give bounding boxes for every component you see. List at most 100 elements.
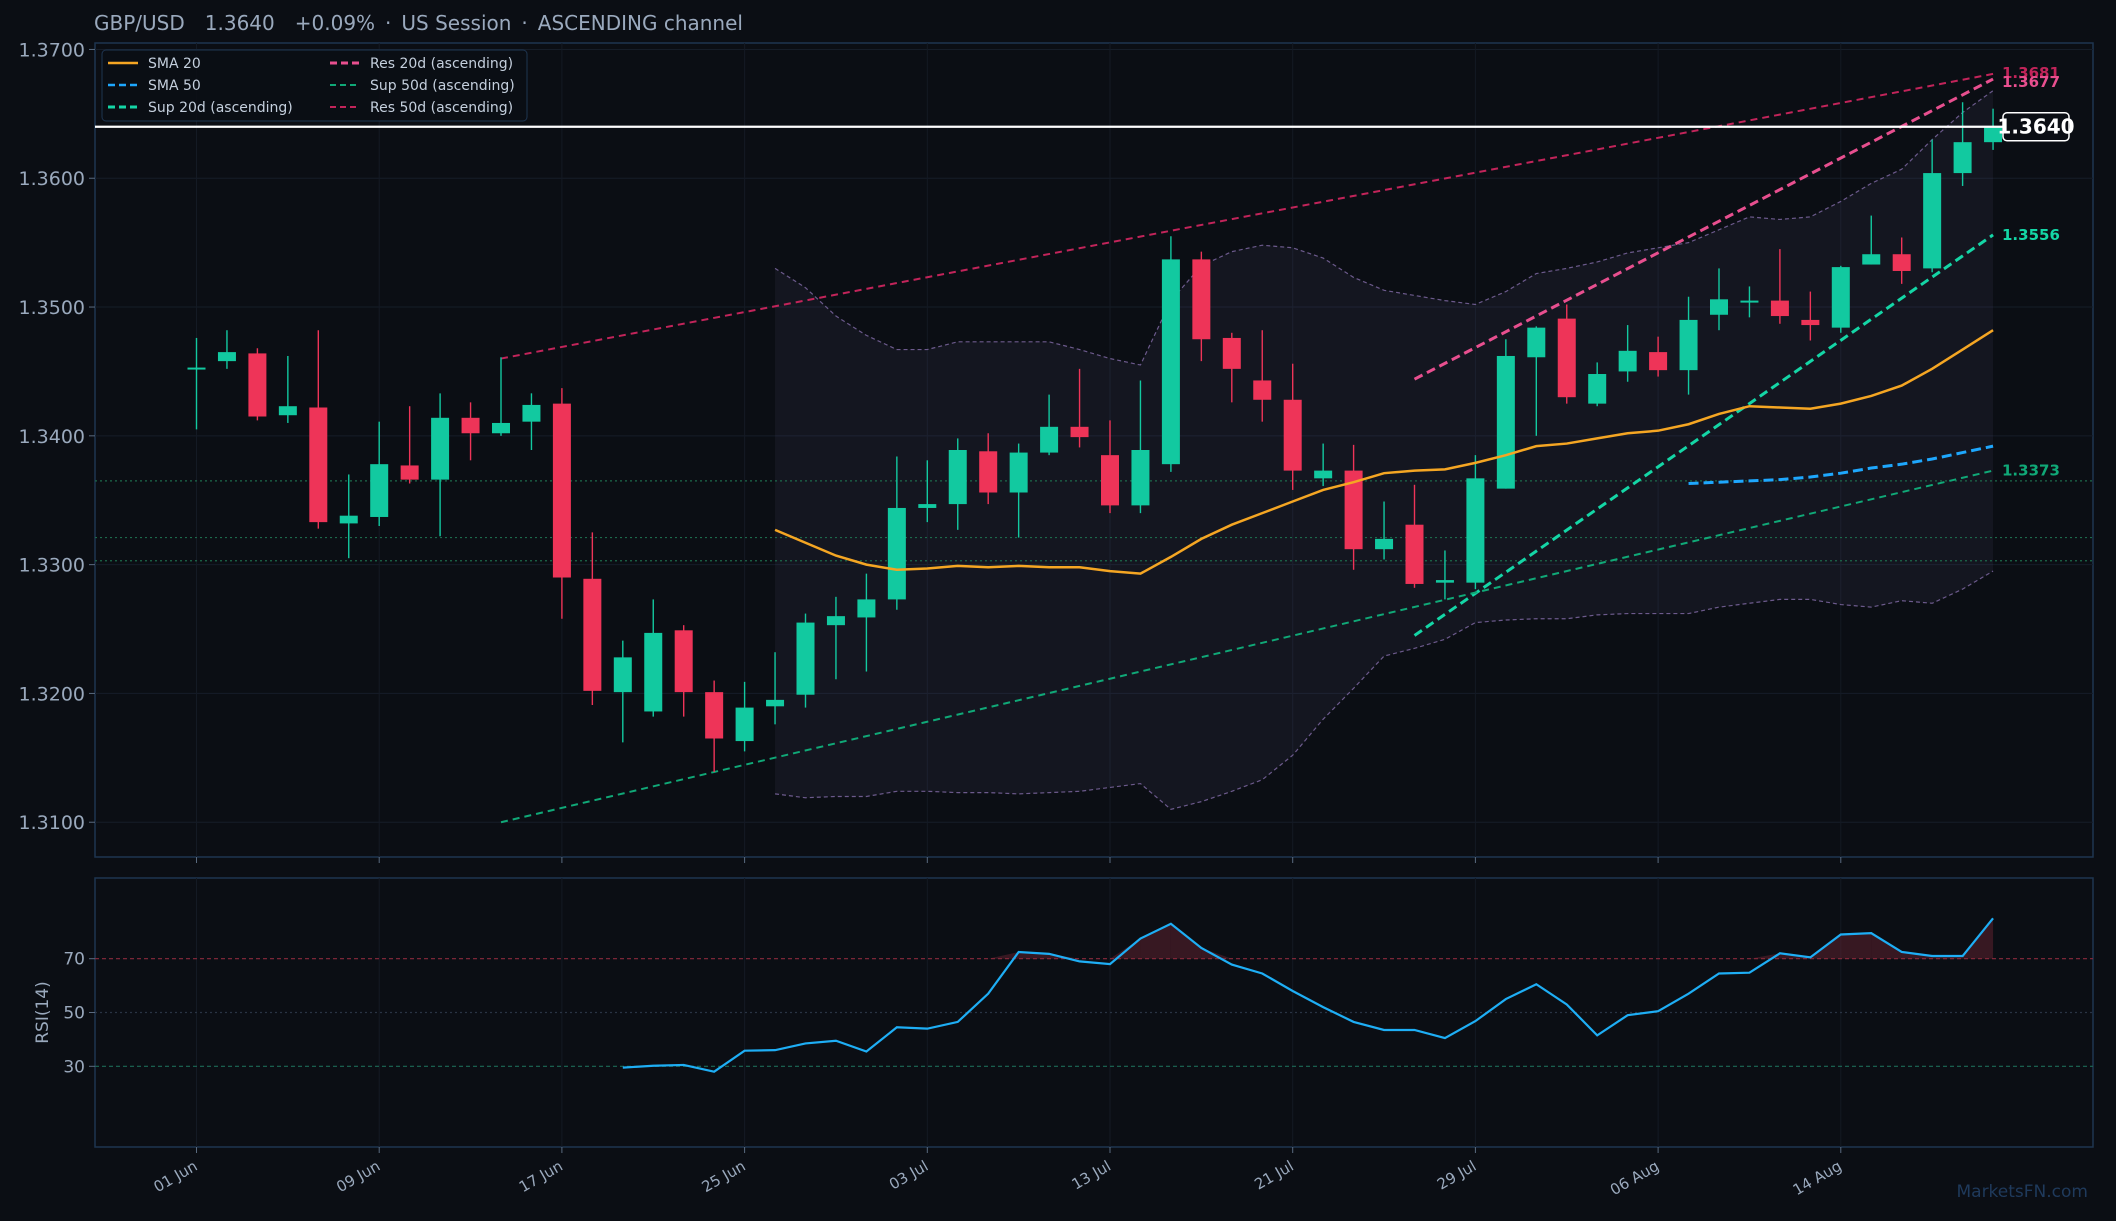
rsi-overbought-fill xyxy=(1201,947,1232,959)
trendline xyxy=(1413,233,1994,637)
candle-body xyxy=(1618,350,1637,372)
candle-body xyxy=(1405,524,1424,584)
x-tick-label: 21 Jul xyxy=(1251,1157,1296,1194)
legend-label: SMA 50 xyxy=(148,78,201,94)
rsi-y-tick-label: 50 xyxy=(63,1004,85,1024)
rsi-panel xyxy=(94,877,2094,1148)
rsi-overbought-fill xyxy=(1110,938,1141,959)
trendline-price-label: 1.3556 xyxy=(2002,226,2060,244)
bollinger-bands xyxy=(774,90,1994,811)
rsi-y-tick-label: 70 xyxy=(63,950,85,970)
candle-body xyxy=(887,507,906,600)
candle-body xyxy=(1710,299,1728,315)
legend-box xyxy=(101,49,528,122)
candle-body xyxy=(1344,470,1363,550)
candle-body xyxy=(400,465,419,480)
trendline-price-label: 1.3681 xyxy=(2002,64,2060,82)
rsi-axis-label: RSI(14) xyxy=(33,981,53,1044)
moving-averages xyxy=(774,329,1994,575)
candle-body xyxy=(1862,254,1881,265)
bollinger-lower xyxy=(774,570,1994,811)
price-axis: 1.3100 1.3200 1.3300 1.3400 1.3500 1.3600 1.37… xyxy=(19,39,95,834)
price-panel xyxy=(94,42,2094,858)
header-price: 1.3640 xyxy=(205,11,275,35)
candle-body xyxy=(766,699,785,707)
x-tick-label: 13 Jul xyxy=(1069,1157,1114,1194)
candle-body xyxy=(583,578,602,691)
candle-body xyxy=(1679,319,1698,371)
candle-body xyxy=(1892,254,1911,271)
current-price-line: 1.3640 xyxy=(95,111,2075,142)
y-tick-label: 1.3300 xyxy=(19,555,85,577)
candle-body xyxy=(1253,380,1272,400)
candle-body xyxy=(613,657,632,693)
sma-20-line xyxy=(774,329,1994,575)
y-tick-label: 1.3500 xyxy=(19,297,85,319)
candle-body xyxy=(1649,352,1668,371)
candle-body xyxy=(735,707,754,742)
rsi-overbought-fill xyxy=(1840,933,1872,959)
header-channel: ASCENDING channel xyxy=(538,11,743,35)
candle-body xyxy=(339,515,358,524)
candle-body xyxy=(1101,455,1119,506)
x-tick-label: 03 Jul xyxy=(886,1157,931,1194)
candle-body xyxy=(705,692,724,739)
candle-body xyxy=(1375,538,1394,550)
y-tick-label: 1.3700 xyxy=(19,39,85,61)
y-tick-label: 1.3600 xyxy=(19,168,85,190)
rsi-overbought-fill xyxy=(988,951,1019,959)
watermark: MarketsFN.com xyxy=(1956,1182,2088,1202)
candle-body xyxy=(552,403,571,578)
candle-body xyxy=(278,406,297,416)
candle-body xyxy=(826,616,845,626)
candle-body xyxy=(217,352,236,362)
trendline-price-label: 1.3677 xyxy=(2002,73,2060,91)
candle-body xyxy=(248,353,267,417)
candle-body xyxy=(1070,426,1089,438)
trendline xyxy=(500,469,1994,824)
candle-body xyxy=(796,622,815,695)
candles xyxy=(187,102,2003,772)
candle-body xyxy=(1557,318,1576,398)
candle-body xyxy=(1770,300,1789,317)
current-price-label: 1.3640 xyxy=(1997,115,2074,139)
x-tick-label: 06 Aug xyxy=(1607,1157,1662,1199)
candle-body xyxy=(431,417,450,480)
candle-body xyxy=(187,367,206,370)
y-tick-label: 1.3200 xyxy=(19,683,85,705)
trendlines xyxy=(500,72,1994,824)
candle-body xyxy=(309,407,328,523)
header-separator: · xyxy=(385,11,391,35)
candle-body xyxy=(1496,355,1515,489)
legend: SMA 20 SMA 50 Sup 20d (ascending) Res 20d (… xyxy=(101,49,528,122)
candle-body xyxy=(644,632,663,712)
candle-body xyxy=(1801,319,1820,326)
candle-body xyxy=(1984,126,2003,143)
rsi-chart: 30 50 70 RSI(14) xyxy=(33,917,2093,1077)
candle-body xyxy=(857,599,876,618)
rsi-overbought-fill xyxy=(1049,953,1080,959)
rsi-overbought-fill xyxy=(1170,923,1202,959)
candle-body xyxy=(492,422,510,434)
candle-body xyxy=(1740,300,1759,303)
candle-body xyxy=(1192,259,1211,340)
bollinger-upper xyxy=(774,90,1994,366)
candle-body xyxy=(1040,426,1059,453)
y-tick-label: 1.3100 xyxy=(19,812,85,834)
candle-body xyxy=(1161,259,1180,465)
candle-body xyxy=(1466,478,1485,583)
current-price-badge xyxy=(2002,111,2070,142)
trendline xyxy=(500,72,1994,360)
horizontal-levels xyxy=(95,480,2093,562)
candle-body xyxy=(1831,267,1850,328)
candle-body xyxy=(918,504,937,508)
candle-body xyxy=(948,450,967,505)
legend-label: Sup 20d (ascending) xyxy=(148,100,293,116)
candle-body xyxy=(461,417,480,434)
rsi-overbought-fill xyxy=(1871,933,1902,959)
candle-body xyxy=(522,404,541,422)
x-tick-label: 01 Jun xyxy=(151,1157,201,1196)
rsi-y-tick-label: 30 xyxy=(63,1057,85,1077)
